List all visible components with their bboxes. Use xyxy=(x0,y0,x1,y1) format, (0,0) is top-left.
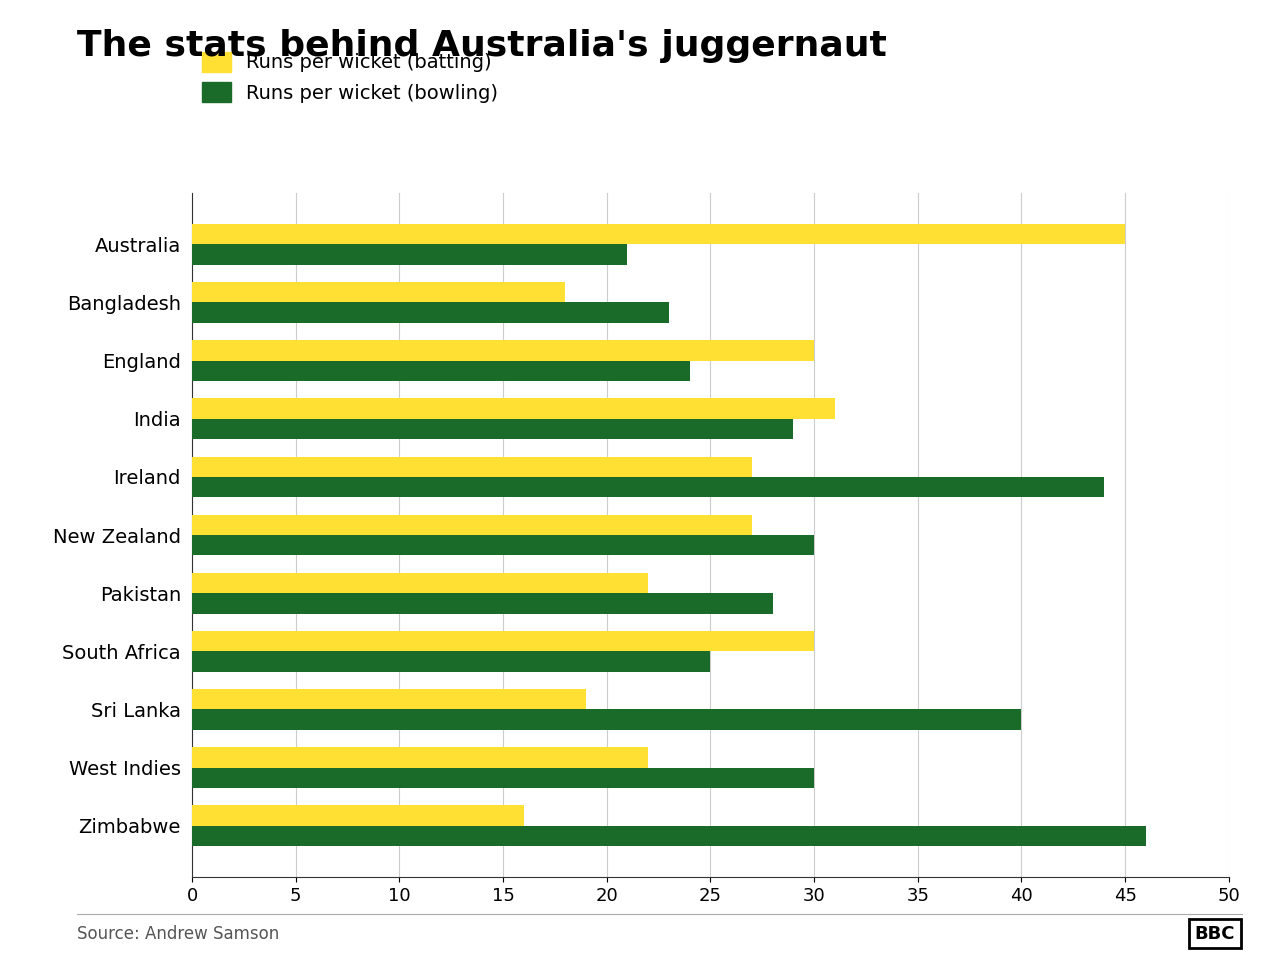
Bar xyxy=(192,398,835,418)
Bar xyxy=(192,340,814,361)
Bar xyxy=(192,767,814,788)
Bar xyxy=(192,535,814,555)
Bar xyxy=(192,515,751,535)
Bar xyxy=(192,573,648,593)
Bar xyxy=(192,710,1021,730)
Bar xyxy=(192,224,1125,244)
Bar xyxy=(192,826,1146,846)
Bar xyxy=(192,477,1105,497)
Legend: Runs per wicket (batting), Runs per wicket (bowling): Runs per wicket (batting), Runs per wick… xyxy=(202,52,498,103)
Bar xyxy=(192,806,524,826)
Bar xyxy=(192,244,627,264)
Bar xyxy=(192,361,690,381)
Bar xyxy=(192,689,586,710)
Bar xyxy=(192,747,648,767)
Bar xyxy=(192,631,814,652)
Bar xyxy=(192,418,794,439)
Bar xyxy=(192,282,566,303)
Text: The stats behind Australia's juggernaut: The stats behind Australia's juggernaut xyxy=(77,29,887,63)
Bar xyxy=(192,593,773,613)
Text: Source: Andrew Samson: Source: Andrew Samson xyxy=(77,924,279,943)
Text: BBC: BBC xyxy=(1194,924,1235,943)
Bar xyxy=(192,652,710,672)
Bar xyxy=(192,457,751,477)
Bar xyxy=(192,303,669,323)
